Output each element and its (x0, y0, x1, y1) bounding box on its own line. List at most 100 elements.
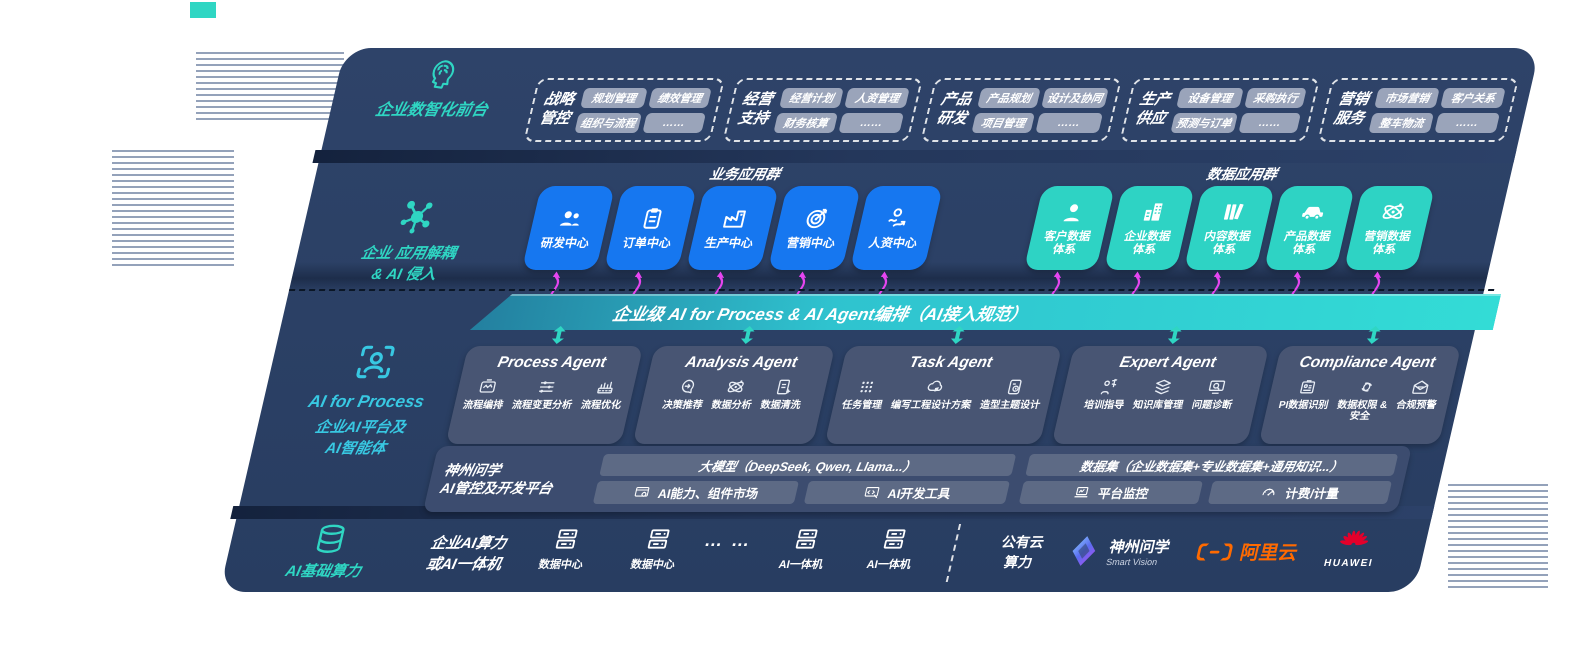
deco-teal-rect (190, 2, 216, 18)
huawei-logo (1334, 526, 1373, 556)
tool-label: 平台监控 (1096, 487, 1150, 501)
agent-item: 知识库管理 (1132, 377, 1190, 411)
data-group-title: 数据应用群 (1205, 166, 1279, 182)
agent-cell: Analysis Agent 决策推荐 数据分析 数据清洗 (632, 326, 840, 444)
data-analysis-icon (723, 377, 748, 397)
data-box-enterprise: 企业数据 体系 (1103, 186, 1196, 270)
capability-chip: 预测与订单 (1170, 112, 1238, 133)
enterprise-compute-label: 企业AI算力 或AI一体机 (424, 535, 509, 573)
capability-chip: 客户关系 (1440, 87, 1506, 108)
server-icon (879, 526, 911, 552)
orchestration-bar: 企业级 AI for Process & AI Agent编排（AI接入规范） (470, 294, 1501, 330)
agent-item-label: 流程编排 (461, 400, 505, 411)
customer-icon (1057, 199, 1089, 225)
front-layer-label-block: 企业数智化前台 (354, 54, 519, 120)
platform-card: 神州问学 AI管控及开发平台 大模型（DeepSeek, Qwen, Llama… (422, 446, 1413, 512)
agent-item-label: 流程优化 (579, 400, 623, 411)
building-icon (1137, 199, 1169, 225)
group-production: 生产 供应 设备管理 采购执行 预测与订单 …… (1119, 78, 1321, 142)
agent-item-label: 数据分析 (710, 400, 753, 411)
smartvision-name: 神州问学 (1107, 538, 1172, 556)
data-label: 企业数据 体系 (1123, 230, 1172, 256)
group-operation: 经营 支持 经营计划 人资管理 财务核算 …… (721, 78, 924, 142)
data-box-content: 内容数据 体系 (1183, 186, 1276, 270)
tool-label: AI开发工具 (886, 487, 952, 501)
vendor-smartvision: 神州问学 Smart Vision (1063, 534, 1173, 568)
infra-label: AI基础算力 (283, 563, 363, 580)
agent-cell: Process Agent 流程编排 流程变更分析 流程优化 (445, 326, 648, 444)
capability-chip: 市场营销 (1374, 87, 1441, 108)
agent-item-label: 流程变更分析 (510, 400, 574, 411)
flow-optimize-icon (593, 377, 618, 397)
tool-platform-monitor: 平台监控 (1018, 481, 1204, 504)
atom-icon (1377, 199, 1409, 225)
permission-icon (1354, 377, 1379, 397)
decision-icon (674, 377, 699, 397)
devtools-icon (861, 484, 882, 501)
agent-item: 流程编排 (462, 377, 510, 411)
data-apps: 客户数据 体系 企业数据 体系 内容数据 体系 产品数据 体系 (1017, 186, 1436, 303)
group-title: 生产 供应 (1133, 91, 1172, 127)
data-label: 客户数据 体系 (1043, 230, 1092, 256)
tool-ai-marketplace: AI能力、组件市场 (592, 481, 800, 504)
data-box-product: 产品数据 体系 (1263, 186, 1356, 270)
orchestration-bar-label: 企业级 AI for Process & AI Agent编排（AI接入规范） (610, 304, 1030, 324)
app-layer-label: 企业 应用解耦 & AI 侵入 (359, 245, 458, 283)
app-box-production-center: 生产中心 (685, 186, 780, 270)
agent-item: 数据分析 (710, 377, 758, 411)
agent-item: 数据权限 & 安全 (1333, 377, 1393, 422)
model-header-bar: 大模型（DeepSeek, Qwen, Llama...） (599, 454, 1017, 476)
agents-row: Process Agent 流程编排 流程变更分析 流程优化 Anal (445, 326, 1466, 444)
expert-agent-card: Expert Agent 培训指导 知识库管理 问题诊断 (1051, 346, 1270, 444)
knowledge-icon (1150, 377, 1175, 397)
app-box-marketing-center: 营销中心 (767, 186, 862, 270)
hr-icon (883, 205, 915, 231)
node-label: 数据中心 (537, 559, 585, 571)
tool-billing-metering: 计费/计量 (1207, 481, 1393, 504)
agent-item: PI数据识别 (1277, 377, 1334, 411)
agent-item-label: 决策推荐 (661, 400, 704, 411)
deco-stripes-bottom-right (1448, 484, 1548, 590)
app-layer-label-block: 企业 应用解耦 & AI 侵入 (317, 196, 507, 284)
capability-chip: 绩效管理 (648, 87, 712, 108)
monitor-icon (1071, 484, 1092, 501)
agent-item: 决策推荐 (661, 377, 709, 411)
training-icon (1096, 377, 1121, 397)
ai-layer-label-block: AI for Process 企业AI平台及 AI智能体 (268, 340, 465, 458)
node-ai-appliance-2: AI一体机 (852, 526, 933, 572)
group-strategy: 战略 管控 规划管理 绩效管理 组织与流程 …… (523, 78, 725, 142)
app-label: 人资中心 (867, 236, 919, 251)
group-title: 经营 支持 (736, 91, 775, 127)
ai-layer-label-en: AI for Process (306, 392, 427, 411)
deco-stripes-top-left (196, 52, 344, 122)
teal-double-arrow (1364, 326, 1384, 344)
deco-stripes-mid-left (112, 150, 234, 266)
target-icon (801, 205, 833, 231)
capability-chip: 财务核算 (773, 112, 839, 133)
business-apps: 研发中心 订单中心 生产中心 营销中心 (515, 186, 944, 303)
capability-chip: 项目管理 (971, 112, 1035, 133)
app-cell: 订单中心 (597, 186, 698, 303)
data-box-marketing: 营销数据 体系 (1343, 186, 1436, 270)
components-icon (631, 484, 652, 501)
server-icon (791, 526, 823, 552)
agent-item: 造型主题设计 (979, 377, 1047, 411)
capability-chip: 产品规划 (977, 87, 1041, 108)
architecture-panel: 企业数智化前台 战略 管控 规划管理 绩效管理 组织与流程 …… 经营 支持 经… (219, 48, 1540, 592)
node-label: 数据中心 (629, 559, 677, 571)
aliyun-logo (1194, 542, 1235, 562)
app-label: 订单中心 (621, 236, 673, 251)
person-scan-icon (348, 340, 402, 384)
diagnosis-icon (1204, 377, 1229, 397)
agent-item: 任务管理 (841, 377, 889, 411)
front-layer-groups: 战略 管控 规划管理 绩效管理 组织与流程 …… 经营 支持 经营计划 人资管理… (523, 78, 1520, 142)
tool-ai-devtools: AI开发工具 (803, 481, 1011, 504)
agent-item: 流程优化 (580, 377, 628, 411)
compliance-agent-card: Compliance Agent PI数据识别 数据权限 & 安全 合规预警 (1258, 346, 1462, 444)
capability-chip: …… (1434, 112, 1501, 133)
capability-chip: …… (1238, 112, 1302, 133)
node-ai-appliance-1: AI一体机 (764, 526, 845, 572)
front-layer-label: 企业数智化前台 (373, 102, 490, 119)
agent-item-label: 造型主题设计 (978, 400, 1042, 411)
database-icon (310, 522, 352, 556)
